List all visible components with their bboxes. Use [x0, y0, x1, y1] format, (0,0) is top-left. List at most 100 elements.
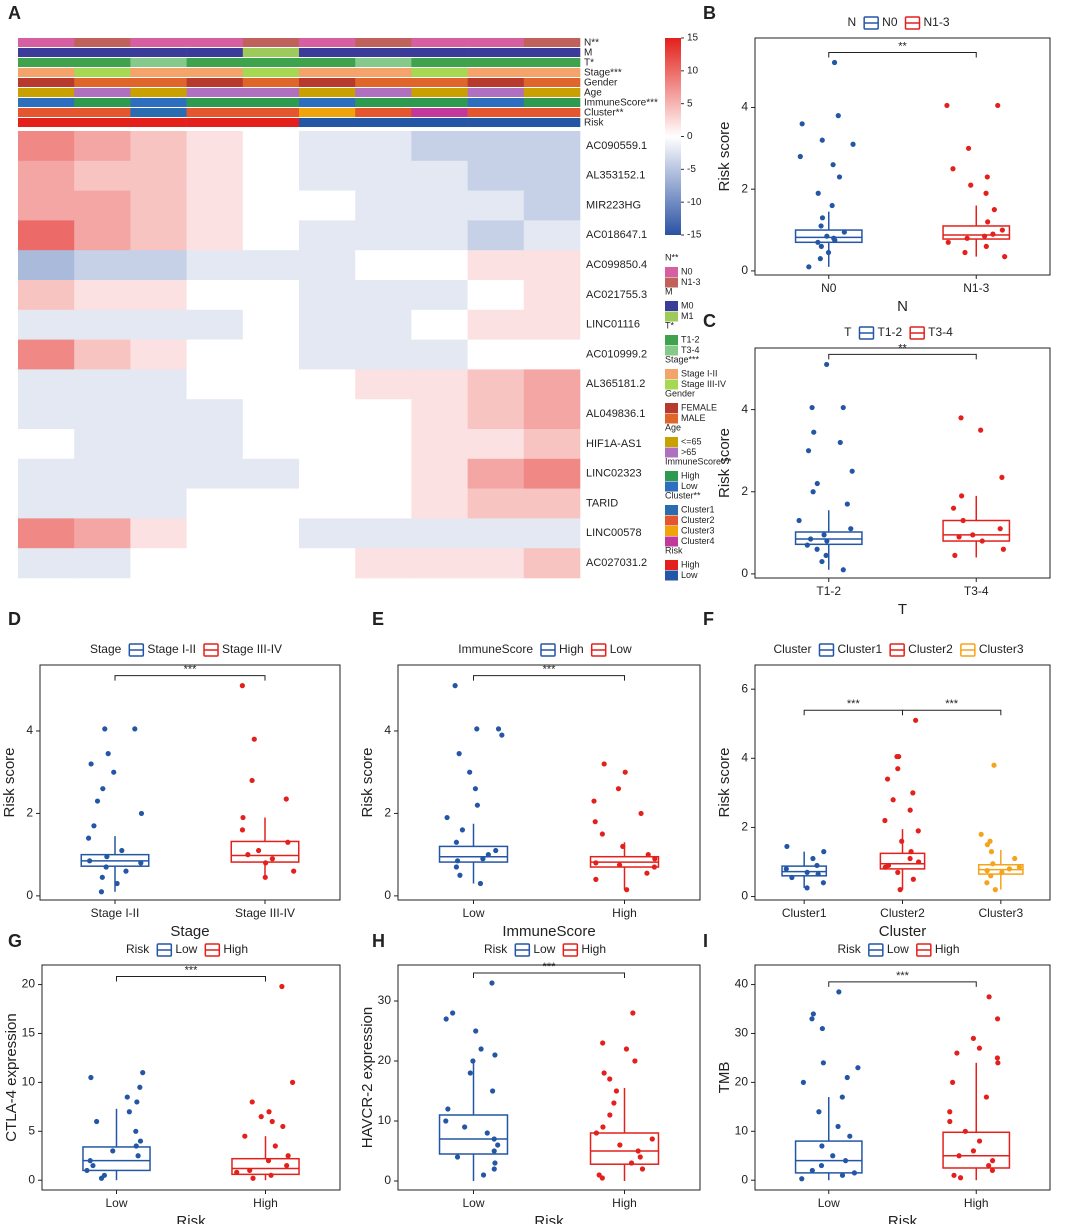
legend-label: High — [935, 942, 960, 956]
data-point — [895, 766, 901, 772]
data-point — [965, 145, 972, 151]
annotation-cell — [242, 78, 300, 87]
data-point — [835, 113, 841, 119]
heat-cell — [242, 518, 300, 549]
legend-label: N0 — [681, 266, 693, 276]
y-tick-label: 10 — [735, 1123, 749, 1137]
data-point — [495, 726, 502, 732]
significance-label: *** — [847, 698, 861, 710]
data-point — [915, 828, 921, 834]
annotation-cell — [130, 68, 187, 77]
legend-label: Cluster3 — [681, 525, 715, 535]
data-point — [632, 1058, 638, 1064]
heat-cell — [242, 369, 300, 400]
data-point — [799, 121, 805, 127]
data-point — [102, 726, 108, 732]
annotation-cell — [523, 68, 581, 77]
heat-cell — [74, 458, 131, 489]
legend-label: Low — [533, 942, 555, 956]
data-point — [950, 505, 957, 511]
annotation-cell — [467, 88, 525, 97]
data-point — [249, 777, 255, 784]
heat-cell — [242, 250, 300, 281]
x-axis-title: Risk — [534, 1213, 564, 1224]
track-label: Stage*** — [584, 68, 622, 79]
data-point — [492, 1052, 498, 1058]
legend-title: Cluster — [773, 642, 811, 656]
heat-cell — [18, 339, 75, 370]
data-point — [824, 233, 830, 239]
heat-cell — [18, 220, 75, 251]
gene-label: AC099850.4 — [586, 259, 647, 271]
box-body — [942, 225, 1011, 240]
y-tick-label: 30 — [378, 993, 392, 1007]
annotation-cell — [74, 118, 131, 127]
heat-cell — [467, 160, 525, 191]
data-point — [242, 1133, 248, 1139]
x-tick-label: N0 — [821, 281, 837, 295]
y-tick-label: 4 — [741, 402, 748, 416]
data-point — [897, 887, 903, 893]
heat-cell — [18, 429, 75, 460]
legend-label: High — [681, 559, 700, 569]
legend-swatch — [665, 301, 678, 311]
annotation-cell — [523, 48, 581, 57]
significance-label: *** — [184, 664, 198, 676]
annotation-cell — [523, 108, 581, 117]
annotation-cell — [18, 88, 75, 97]
y-tick-label: 0 — [741, 566, 748, 580]
heat-cell — [130, 369, 187, 400]
x-tick-label: Cluster2 — [880, 906, 925, 920]
annotation-cell — [523, 88, 581, 97]
heat-cell — [355, 429, 412, 460]
track-label: Gender — [584, 78, 618, 89]
x-tick-label: Stage I-II — [91, 906, 140, 920]
legend-label: Stage III-IV — [222, 642, 282, 656]
x-tick-label: Cluster3 — [978, 906, 1023, 920]
legend-label: T3-4 — [928, 325, 953, 339]
colorbar-tick-label: 15 — [687, 33, 699, 44]
significance-bracket — [828, 52, 977, 58]
panel-letter: B — [703, 3, 716, 23]
significance-bracket — [803, 709, 903, 716]
data-point — [913, 717, 919, 723]
annotation-cell — [523, 58, 581, 67]
data-point — [810, 1011, 816, 1017]
data-point — [94, 798, 101, 804]
annotation-cell — [467, 118, 525, 127]
data-point — [249, 1099, 255, 1105]
data-point — [839, 1172, 846, 1178]
data-point — [470, 1058, 476, 1064]
data-point — [474, 726, 480, 732]
heat-cell — [467, 369, 525, 400]
data-point — [639, 1166, 646, 1172]
data-point — [119, 847, 125, 854]
plot-frame — [754, 347, 1051, 579]
legend-group-title: Gender — [665, 388, 695, 398]
gene-label: AL353152.1 — [586, 170, 645, 182]
annotation-cell — [242, 68, 300, 77]
heat-cell — [523, 250, 581, 281]
data-point — [818, 223, 824, 229]
data-point — [949, 1079, 956, 1085]
data-point — [839, 1094, 845, 1100]
data-point — [797, 153, 803, 160]
y-tick-label: 0 — [741, 1172, 748, 1186]
heat-cell — [523, 369, 581, 400]
data-point — [988, 873, 994, 879]
data-point — [104, 854, 110, 860]
data-point — [645, 852, 651, 858]
data-point — [615, 786, 622, 792]
x-tick-label: N1-3 — [963, 281, 989, 295]
x-tick-label: Low — [105, 1196, 127, 1210]
data-point — [279, 983, 285, 990]
data-point — [649, 1136, 655, 1142]
data-point — [491, 1136, 497, 1142]
heat-cell — [74, 518, 131, 549]
track-label: Cluster** — [584, 108, 624, 119]
gene-label: LINC00578 — [586, 527, 642, 539]
data-point — [999, 227, 1005, 233]
data-point — [811, 429, 817, 435]
heat-cell — [467, 250, 525, 281]
heat-cell — [523, 280, 581, 311]
